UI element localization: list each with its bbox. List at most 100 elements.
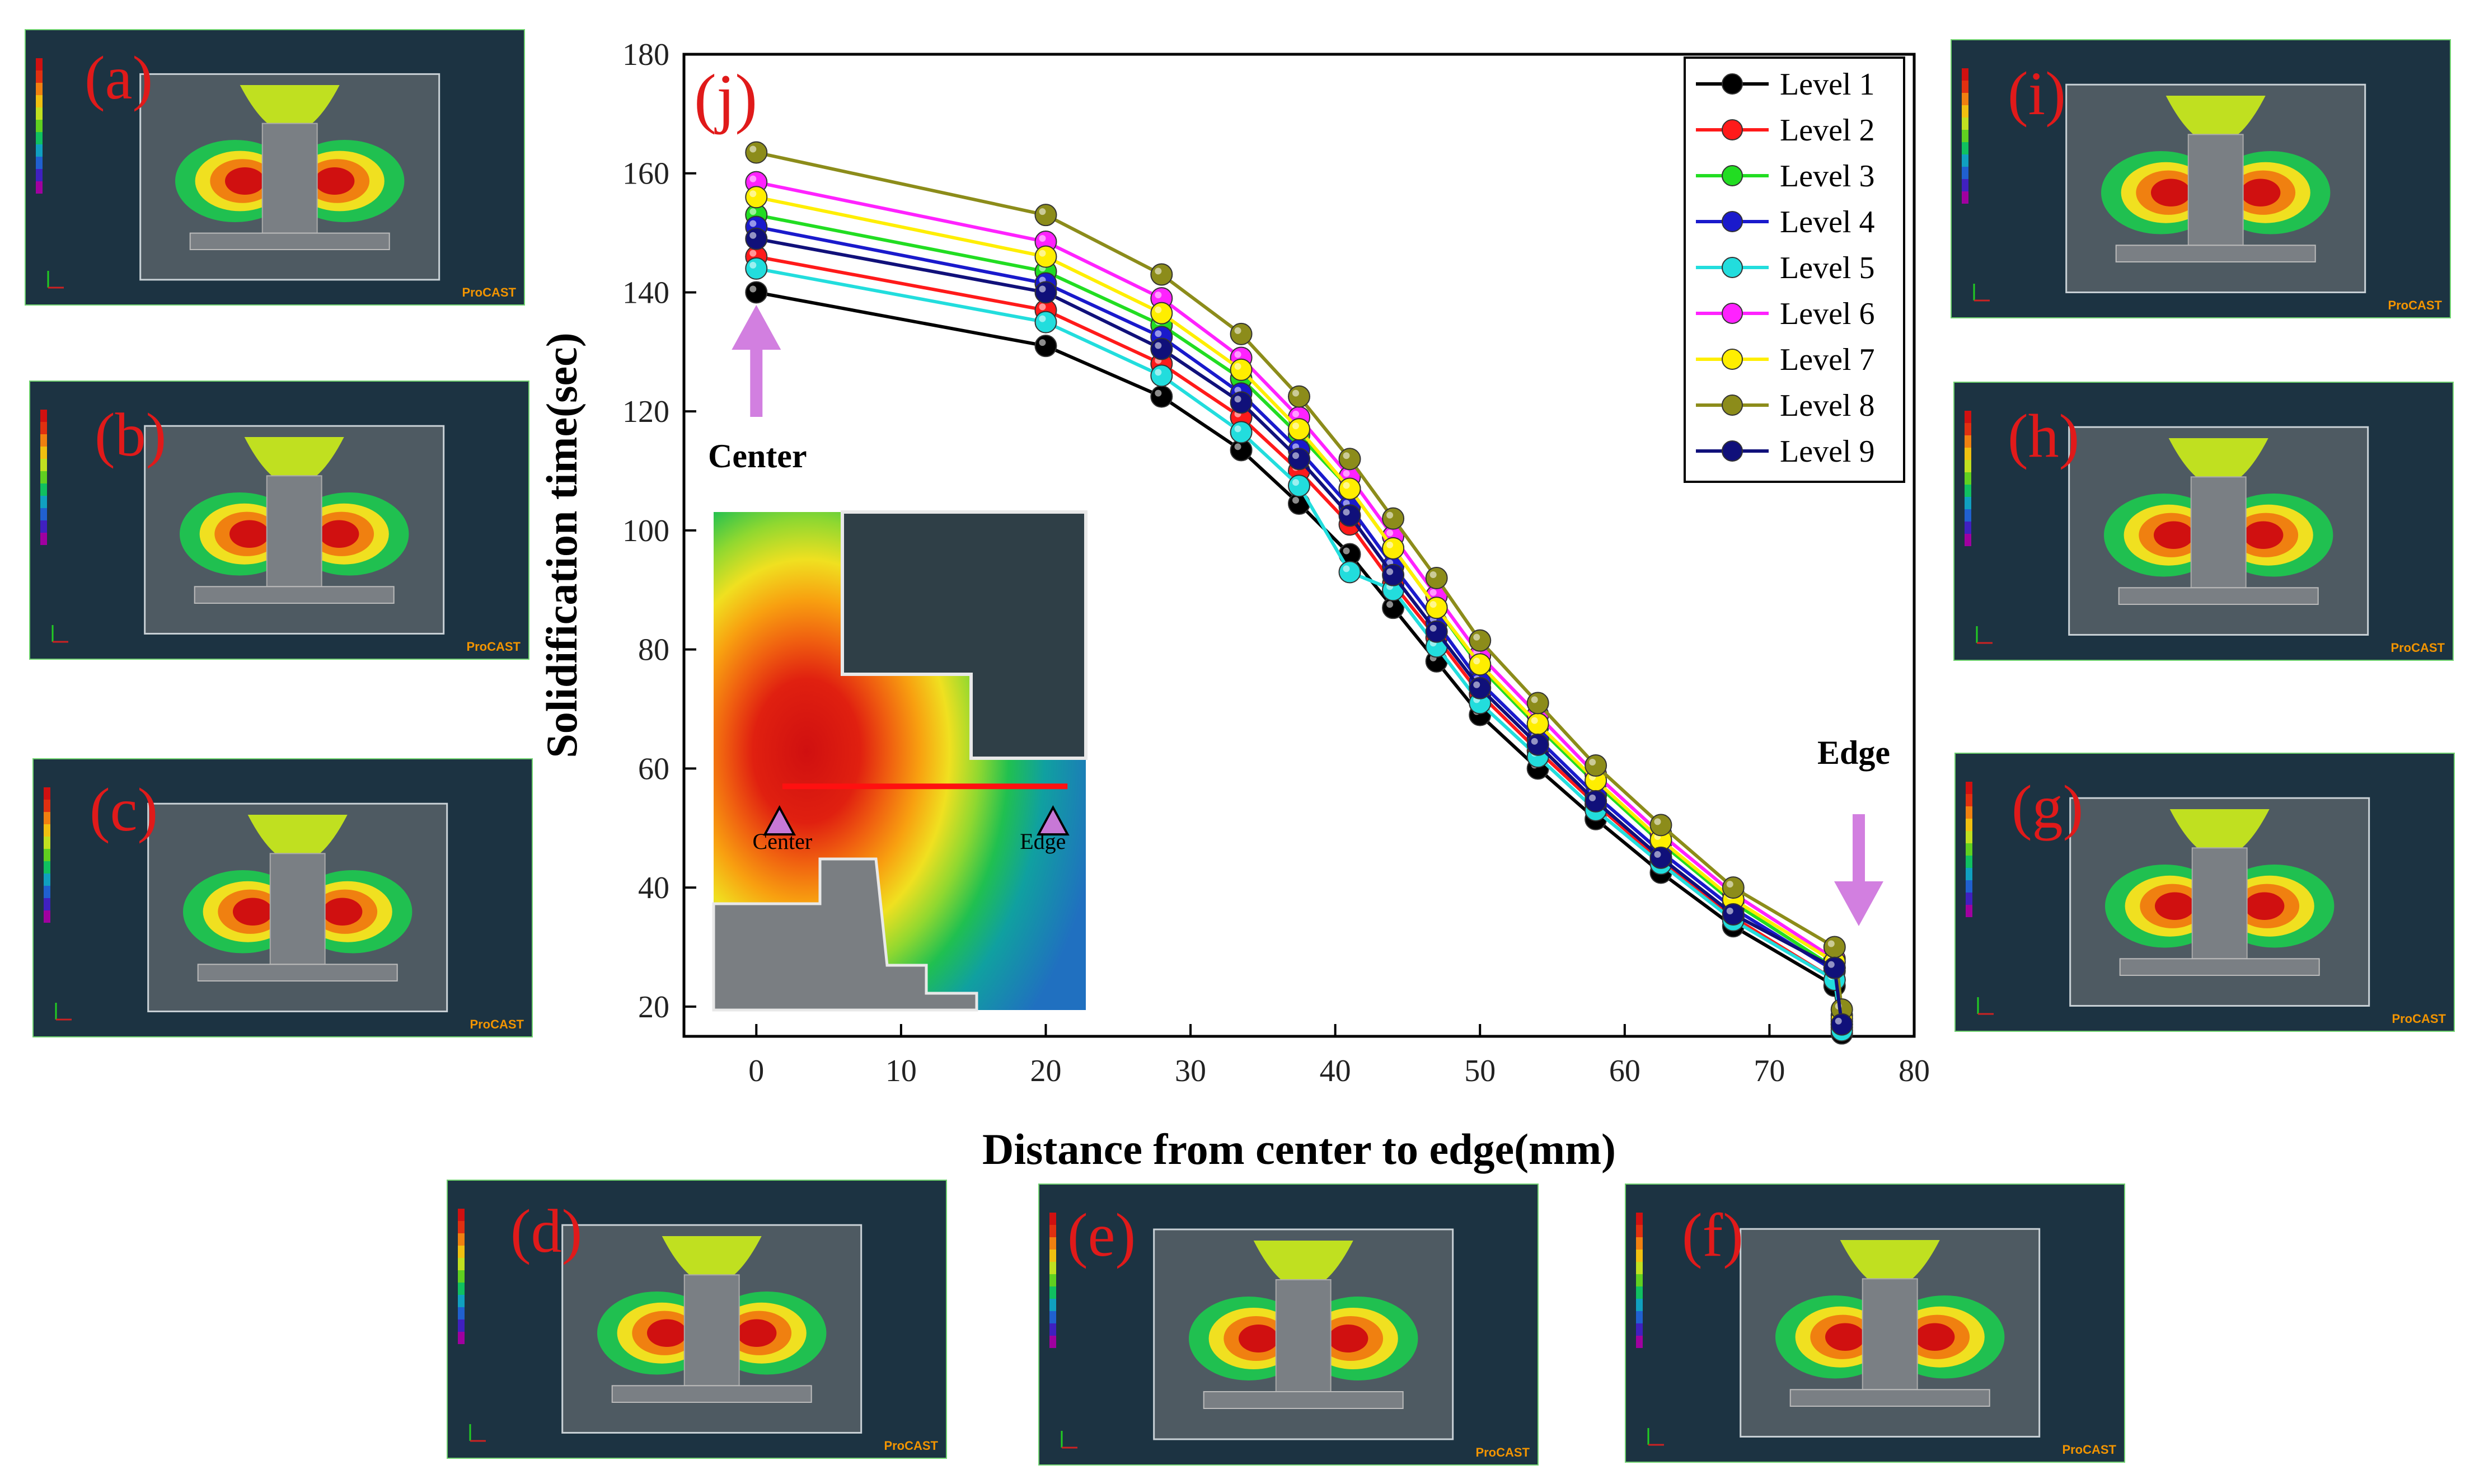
colour-scale-step: [1962, 191, 1968, 204]
data-point-highlight: [1531, 717, 1538, 724]
feeder-zone: [2165, 96, 2266, 144]
series-layer: [745, 141, 1853, 1045]
data-point-highlight: [1234, 351, 1241, 358]
colour-scale-step: [458, 1246, 465, 1258]
core-block: [2190, 476, 2247, 589]
data-point-highlight: [1155, 292, 1162, 299]
base-plate: [189, 232, 390, 251]
colour-scale-step: [1049, 1262, 1056, 1274]
inset-center-marker: [763, 805, 796, 836]
feeder-zone: [662, 1236, 762, 1285]
contour-plot: [1962, 68, 2366, 302]
colour-scale-step: [40, 483, 47, 496]
panel-h-label: (h): [2008, 402, 2080, 470]
colour-scale-step: [44, 861, 50, 874]
colour-scale-step: [458, 1258, 465, 1270]
data-point: [1288, 448, 1310, 471]
legend-label: Level 3: [1780, 159, 1874, 194]
colour-scale-step: [1049, 1299, 1056, 1311]
x-tick-label: 40: [1320, 1054, 1351, 1088]
data-point-highlight: [1234, 425, 1241, 433]
data-point: [745, 257, 768, 280]
colour-scale-step: [1962, 118, 1968, 130]
data-point-highlight: [1039, 303, 1046, 311]
data-point: [1338, 477, 1361, 500]
procast-logo: ProCAST: [884, 1439, 938, 1453]
contour-plot: [36, 58, 440, 289]
panel-e-label: (e): [1067, 1201, 1136, 1269]
colour-scale-step: [1966, 819, 1972, 831]
data-point-highlight: [1234, 363, 1241, 370]
data-point-highlight: [1343, 482, 1350, 489]
legend-marker: [1722, 349, 1743, 370]
data-point-highlight: [1343, 565, 1350, 572]
data-point-highlight: [1343, 509, 1350, 516]
colour-scale-step: [1962, 142, 1968, 154]
colour-scale-step: [1965, 509, 1971, 522]
feeder-zone: [2168, 438, 2268, 487]
legend-label: Level 7: [1780, 342, 1874, 377]
contour-plot: [1049, 1213, 1454, 1449]
base-plate: [194, 586, 395, 604]
solidification-zone: [2151, 179, 2191, 206]
colour-scale-step: [44, 812, 50, 824]
y-tick-label: 60: [638, 752, 669, 786]
solidification-zone: [322, 898, 363, 926]
data-point: [1469, 677, 1492, 699]
panel-b-label: (b): [95, 401, 167, 469]
colour-scale-step: [1049, 1336, 1056, 1348]
contour-plot: [1636, 1213, 2041, 1446]
y-tick-label: 120: [622, 395, 669, 429]
colour-scale-step: [1965, 411, 1971, 423]
colour-scale-step: [1962, 167, 1968, 179]
data-point-highlight: [1234, 327, 1241, 334]
colour-scale-step: [458, 1332, 465, 1344]
data-point-highlight: [1835, 1017, 1842, 1025]
data-point-highlight: [1292, 410, 1299, 417]
legend-marker: [1722, 257, 1743, 278]
feeder-zone: [2169, 809, 2270, 858]
colour-scale-step: [1965, 497, 1971, 509]
solidification-zone: [2155, 892, 2195, 920]
edge-arrow-shaft: [1853, 814, 1865, 881]
legend: Level 1 Level 2 Level 3 Level 4 Level 5 Level…: [1684, 57, 1905, 483]
colour-scale-step: [36, 107, 43, 120]
data-point-highlight: [1473, 658, 1480, 665]
colour-scale-step: [1966, 856, 1972, 868]
base-plate: [1789, 1389, 1990, 1407]
data-point: [1382, 563, 1405, 586]
data-point: [1230, 358, 1253, 381]
center-label: Center: [708, 438, 807, 475]
y-tick-label: 180: [622, 37, 669, 72]
core-block: [261, 123, 318, 234]
solidification-zone: [1239, 1325, 1279, 1352]
core-block: [2191, 847, 2248, 960]
colour-scale-step: [40, 422, 47, 434]
data-point: [745, 141, 768, 164]
panel-e: (e) ProCAST: [1038, 1184, 1539, 1466]
colour-scale-step: [1636, 1250, 1643, 1262]
data-point: [1150, 263, 1173, 286]
data-point-highlight: [1654, 818, 1661, 825]
legend-label: Level 5: [1780, 251, 1874, 285]
colour-scale-step: [44, 886, 50, 898]
colour-scale-step: [1962, 130, 1968, 142]
feeder-zone: [244, 437, 344, 486]
inset-edge-label: Edge: [1020, 829, 1066, 854]
panel-i: (i) ProCAST: [1951, 39, 2451, 318]
solidification-zone: [2244, 892, 2285, 920]
procast-logo: ProCAST: [2062, 1443, 2116, 1457]
plot-axes: 0 10 20 30 40 50 60 70 80 20 40 60 80 100 120 140 160 180…: [537, 37, 1930, 1173]
data-point: [1469, 629, 1492, 652]
colour-scale-step: [36, 144, 43, 157]
data-point-highlight: [1155, 389, 1162, 397]
y-tick-label: 80: [638, 633, 669, 668]
data-point: [1150, 302, 1173, 325]
core-block: [1862, 1278, 1918, 1391]
colour-scale-step: [458, 1319, 465, 1332]
colour-scale-step: [458, 1233, 465, 1246]
data-point: [1034, 281, 1057, 304]
data-point: [1230, 322, 1253, 345]
data-point-highlight: [1292, 389, 1299, 397]
base-plate: [2115, 245, 2316, 262]
